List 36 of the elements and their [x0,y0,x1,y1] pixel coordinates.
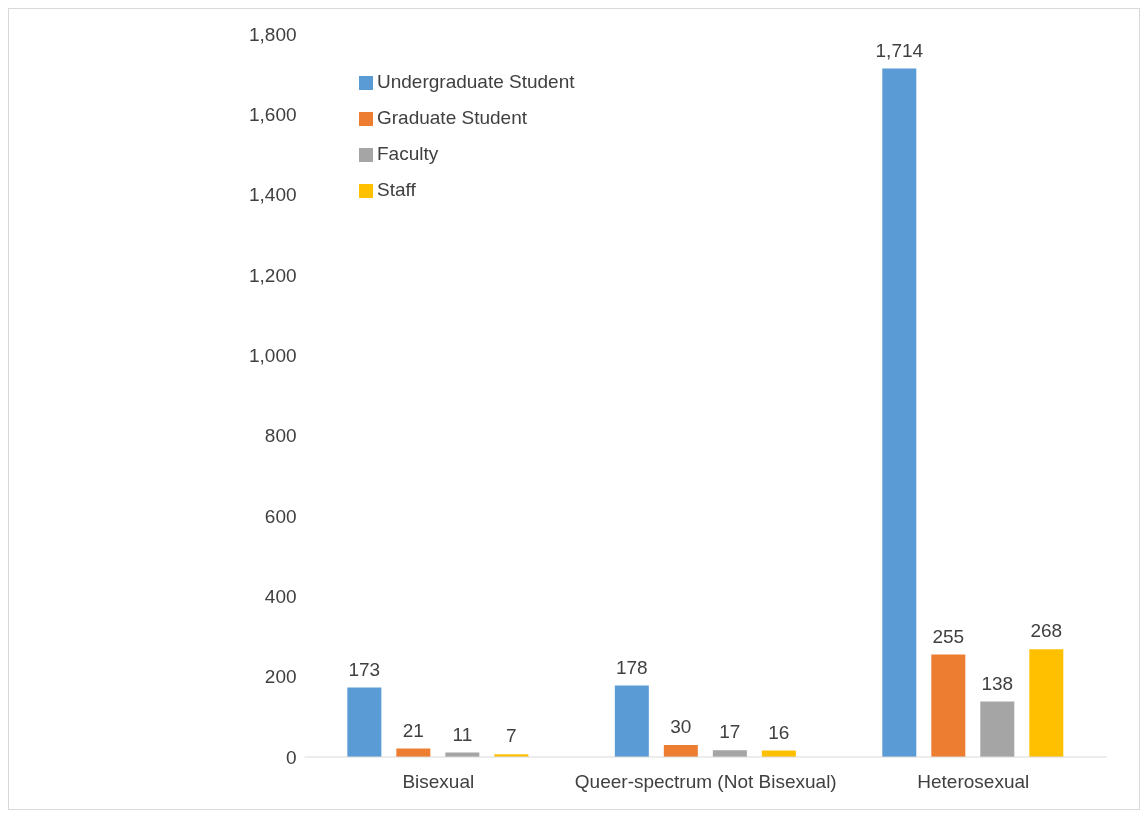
data-label: 255 [932,625,965,647]
y-tick-label: 1,200 [249,264,297,286]
x-tick-label: Bisexual [402,771,475,793]
bar [663,744,698,757]
bar [347,687,382,757]
y-tick-label: 200 [264,666,297,688]
data-label: 7 [506,725,517,747]
y-tick-label: 0 [285,746,297,768]
x-tick-label: Queer-spectrum (Not Bisexual) [574,771,837,793]
y-tick-label: 400 [264,586,297,608]
legend-label: Faculty [377,143,439,164]
data-label: 1,714 [875,39,924,61]
data-label: 178 [615,656,648,678]
bar [882,68,917,757]
y-tick-label: 1,000 [249,345,297,367]
legend-label: Staff [377,179,416,200]
data-label: 11 [452,723,473,745]
data-label: 17 [719,721,741,743]
legend-label: Undergraduate Student [377,71,575,92]
x-tick-label: Heterosexual [917,771,1030,793]
bar [980,701,1015,757]
bar [1029,649,1064,757]
legend-label: Graduate Student [377,107,527,128]
data-label: 138 [981,672,1014,694]
bar [614,685,649,757]
bar [931,654,966,757]
data-label: 30 [670,715,692,737]
data-label: 21 [402,719,424,741]
y-tick-label: 1,800 [249,23,297,45]
y-tick-label: 600 [264,505,297,527]
y-tick-label: 1,600 [249,104,297,126]
data-label: 16 [768,721,790,743]
data-label: 173 [348,658,381,680]
y-tick-label: 1,400 [249,184,297,206]
y-tick-label: 800 [264,425,297,447]
data-label: 268 [1030,620,1063,642]
